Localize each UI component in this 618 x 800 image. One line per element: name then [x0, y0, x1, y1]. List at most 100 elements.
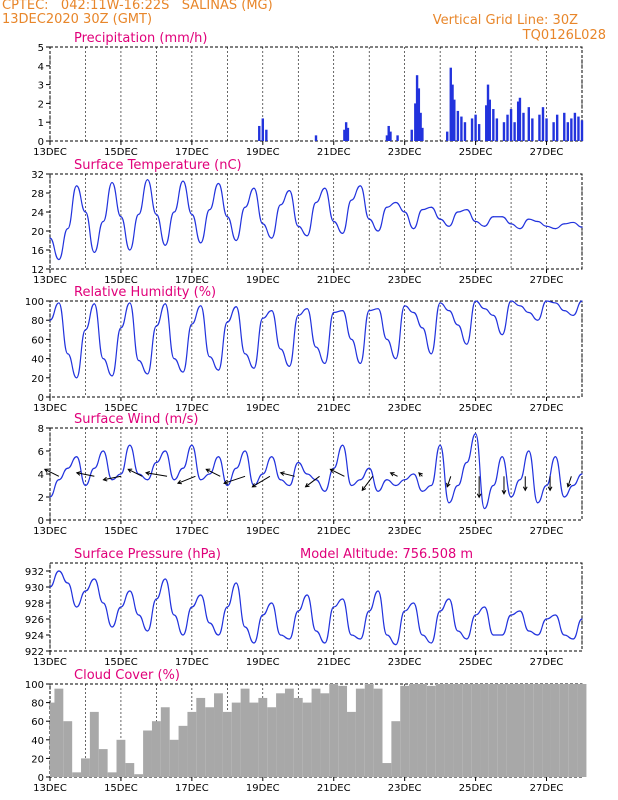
wind-arrow: [145, 472, 168, 477]
precip-bar: [343, 129, 346, 141]
series-point: [554, 302, 557, 304]
wind-arrow: [280, 472, 295, 477]
series-point: [528, 218, 530, 220]
x-tick-label: 17DEC: [175, 657, 209, 668]
cloud-bar: [116, 739, 126, 777]
wind-arrow: [76, 472, 95, 477]
series-point: [76, 185, 78, 187]
precip-bar: [446, 131, 449, 141]
series-point: [200, 242, 202, 244]
series-point: [359, 638, 361, 640]
precip-bar: [385, 135, 389, 141]
series-point: [501, 216, 503, 218]
x-tick-label: 15DEC: [104, 275, 138, 286]
y-tick-label: 928: [25, 599, 44, 610]
series-point: [67, 228, 69, 230]
x-tick-label: 27DEC: [530, 147, 564, 158]
series-point: [146, 479, 149, 481]
y-tick-label: 6: [38, 447, 44, 458]
cloud-bar: [258, 697, 268, 777]
series-line: [49, 570, 583, 646]
wind-arrow-head: [547, 486, 553, 492]
series-point: [395, 644, 397, 646]
y-tick-label: 24: [31, 208, 44, 219]
series-point: [395, 201, 397, 204]
series-point: [448, 502, 450, 504]
precip-bar: [566, 122, 570, 141]
series-point: [102, 602, 104, 604]
x-tick-label: 25DEC: [459, 657, 493, 668]
series-point: [84, 484, 87, 487]
series-point: [84, 211, 87, 213]
precip-bar: [516, 101, 520, 141]
y-tick-label: 930: [25, 583, 44, 594]
series-point: [466, 209, 468, 211]
series-point: [58, 302, 60, 304]
x-tick-label: 23DEC: [388, 783, 422, 794]
series-point: [182, 180, 184, 182]
cloud-bar: [311, 688, 321, 777]
header-model-code: TQ0126L028: [522, 28, 606, 43]
series-point: [350, 338, 353, 340]
series-point: [155, 213, 157, 215]
series-point: [138, 213, 140, 215]
cloud-bar: [178, 725, 188, 777]
series-point: [457, 211, 459, 213]
series-point: [58, 479, 60, 481]
wind-arrow-head: [329, 468, 335, 473]
series-point: [350, 199, 353, 201]
series-point: [448, 310, 450, 312]
series-point: [554, 228, 557, 230]
panel-title: Cloud Cover (%): [74, 668, 180, 683]
series-point: [217, 369, 220, 371]
precip-bar: [545, 118, 548, 141]
series-point: [262, 317, 264, 319]
series-point: [155, 598, 157, 600]
series-point: [528, 450, 530, 452]
series-point: [475, 614, 477, 616]
series-point: [475, 220, 477, 223]
series-point: [492, 484, 494, 487]
series-point: [430, 642, 432, 644]
cloud-bar: [320, 693, 330, 777]
y-tick-label: 80: [31, 316, 44, 327]
y-tick-label: 100: [25, 680, 44, 691]
series-point: [448, 225, 450, 227]
precip-bar: [470, 118, 474, 141]
series-point: [253, 367, 255, 369]
precip-bar: [387, 125, 390, 141]
series-point: [430, 206, 432, 208]
series-point: [244, 353, 246, 355]
cloud-bar: [373, 688, 383, 777]
wind-arrow: [252, 475, 271, 488]
series-point: [271, 237, 273, 239]
series-point: [324, 362, 326, 364]
series-point: [412, 228, 415, 230]
series-point: [537, 220, 539, 223]
series-point: [404, 305, 406, 307]
x-tick-label: 21DEC: [317, 783, 351, 794]
x-tick-label: 17DEC: [175, 275, 209, 286]
series-point: [191, 444, 193, 446]
series-point: [279, 634, 282, 636]
precip-bar: [552, 122, 555, 141]
x-tick-label: 23DEC: [388, 526, 422, 537]
y-tick-label: 5: [38, 43, 44, 54]
series-point: [466, 638, 468, 640]
precip-bar: [474, 114, 477, 141]
cloud-bar: [143, 730, 152, 777]
x-tick-label: 23DEC: [388, 147, 422, 158]
panel-4: 922 924 926 928 930 932 13DEC 15DEC 17DEC 19DEC 21…: [25, 547, 583, 668]
x-tick-label: 27DEC: [530, 783, 564, 794]
cloud-bar: [364, 684, 374, 777]
series-point: [412, 473, 415, 475]
series-point: [253, 642, 255, 644]
wind-arrow-head: [145, 471, 150, 476]
series-point: [466, 461, 468, 464]
cloud-bar: [480, 684, 489, 777]
series-point: [279, 204, 282, 206]
series-point: [439, 218, 441, 220]
series-point: [519, 479, 521, 481]
x-tick-label: 25DEC: [459, 147, 493, 158]
cloud-bar: [417, 684, 427, 777]
